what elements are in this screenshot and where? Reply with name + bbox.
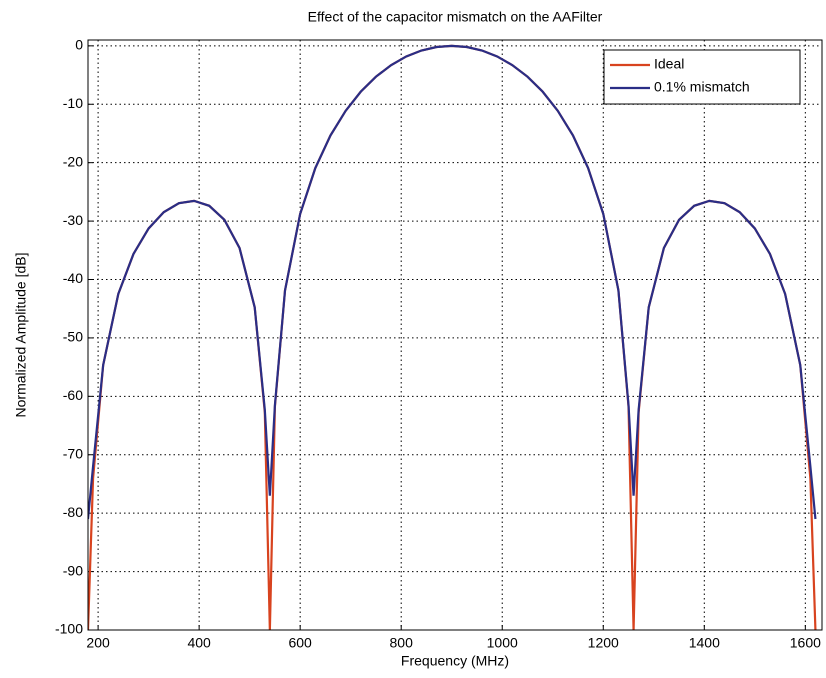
- y-tick-label: -60: [63, 387, 83, 403]
- y-tick-label: -80: [63, 504, 83, 520]
- legend-label: 0.1% mismatch: [654, 79, 750, 95]
- x-tick-label: 400: [187, 635, 211, 651]
- x-axis-label: Frequency (MHz): [401, 653, 509, 669]
- y-tick-label: -100: [55, 621, 83, 637]
- y-tick-label: -20: [63, 153, 83, 169]
- x-tick-label: 1200: [588, 635, 619, 651]
- y-tick-label: -30: [63, 212, 83, 228]
- y-axis-label: Normalized Amplitude [dB]: [13, 253, 29, 418]
- chart-title: Effect of the capacitor mismatch on the …: [308, 9, 603, 25]
- x-tick-label: 1400: [689, 635, 720, 651]
- plot-area: [88, 40, 822, 630]
- x-tick-label: 1600: [790, 635, 821, 651]
- legend-box: [603, 49, 801, 105]
- legend-label: Ideal: [654, 56, 684, 72]
- x-tick-label: 600: [288, 635, 312, 651]
- y-tick-label: -70: [63, 445, 83, 461]
- y-tick-label: -90: [63, 562, 83, 578]
- series-line: [88, 44, 817, 520]
- y-tick-label: -50: [63, 329, 83, 345]
- y-tick-label: -10: [63, 95, 83, 111]
- plot-frame: [87, 39, 823, 631]
- y-tick-label: 0: [75, 37, 83, 53]
- x-tick-label: 200: [86, 635, 110, 651]
- y-tick-label: -40: [63, 270, 83, 286]
- x-tick-label: 1000: [487, 635, 518, 651]
- x-tick-label: 800: [390, 635, 414, 651]
